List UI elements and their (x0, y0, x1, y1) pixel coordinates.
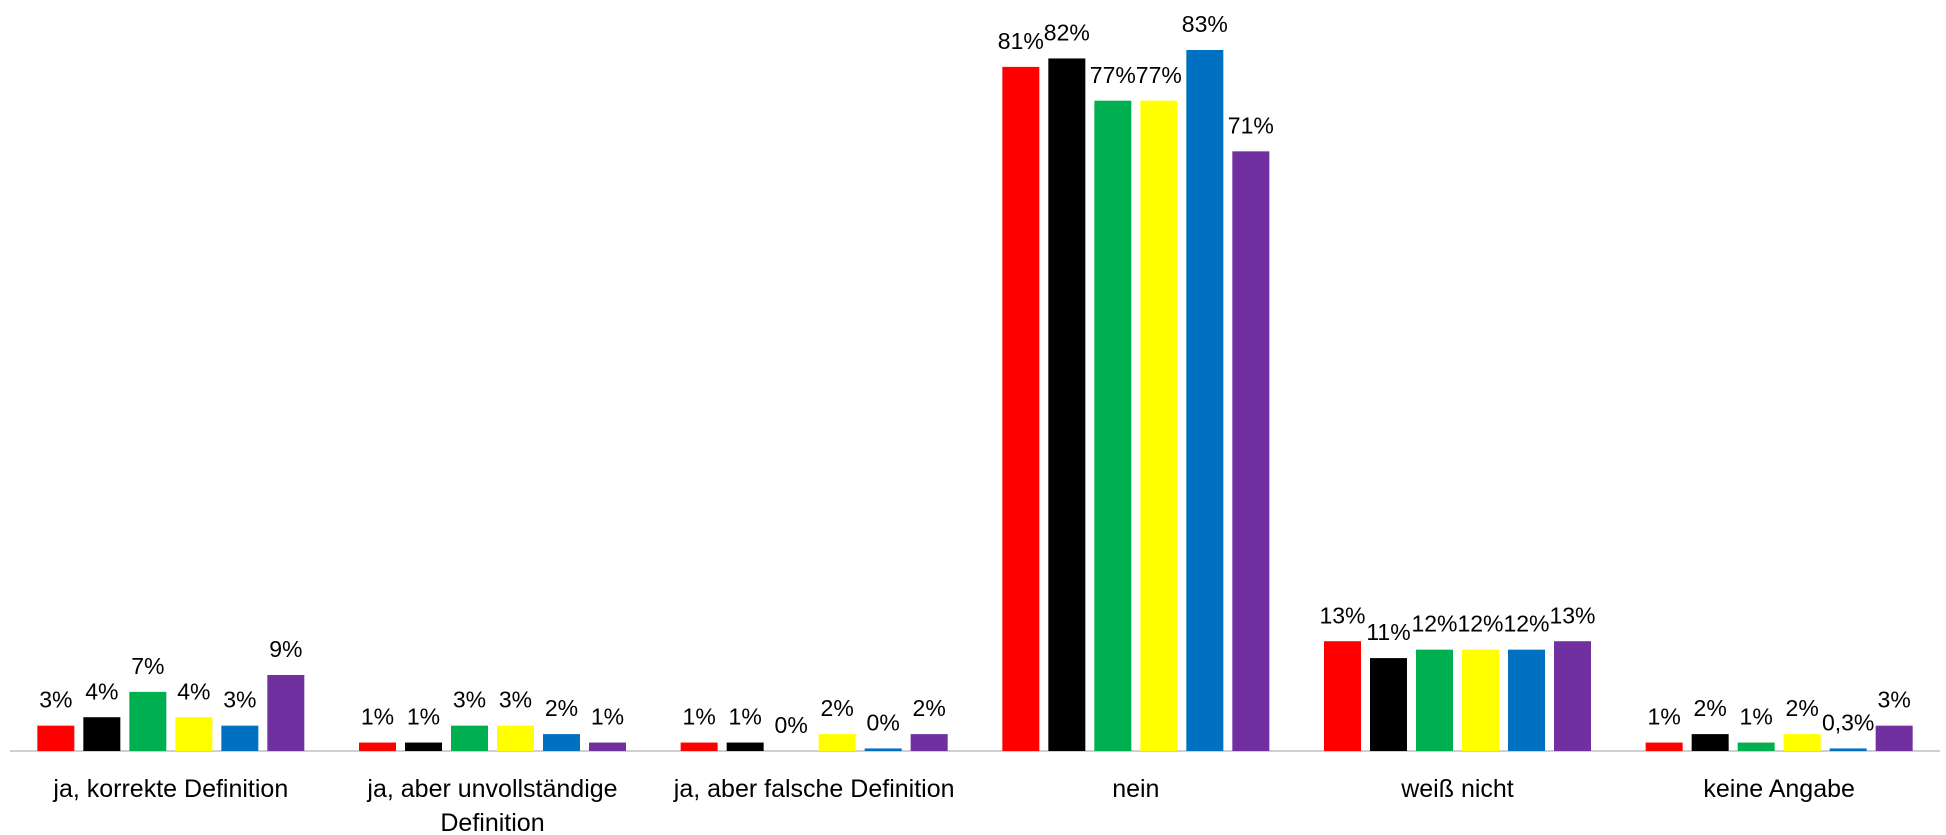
bar (175, 717, 213, 751)
value-label: 77% (1136, 62, 1182, 88)
bar (451, 725, 488, 751)
value-label: 13% (1549, 602, 1595, 628)
bar (589, 742, 626, 751)
value-label: 1% (1648, 704, 1681, 730)
value-label: 1% (361, 704, 394, 730)
bar (1186, 50, 1224, 751)
x-tick-label: ja, korrekte Definition (53, 775, 289, 803)
value-label: 2% (821, 695, 854, 721)
value-label: 1% (407, 704, 440, 730)
value-label: 2% (1786, 695, 1819, 721)
bar (1370, 658, 1407, 751)
value-label: 1% (1740, 704, 1773, 730)
bar (1645, 742, 1683, 751)
bar (1002, 66, 1040, 752)
bar (1508, 649, 1545, 751)
bar (726, 742, 764, 751)
bar (818, 734, 856, 751)
x-tick-label: nein (1112, 775, 1160, 803)
value-label: 1% (591, 704, 624, 730)
x-tick-label: weiß nicht (1401, 775, 1514, 803)
value-label: 0% (867, 710, 900, 736)
bar (1691, 734, 1729, 751)
bar (1829, 748, 1867, 751)
value-label: 13% (1319, 602, 1365, 628)
value-label: 9% (269, 636, 302, 662)
value-label: 83% (1182, 11, 1228, 37)
bar (543, 734, 580, 751)
value-label: 82% (1044, 20, 1090, 46)
value-label: 77% (1090, 62, 1136, 88)
bar (1232, 151, 1270, 752)
bar (1094, 100, 1132, 752)
bar (1875, 725, 1913, 751)
bar (37, 725, 75, 751)
value-label: 4% (177, 678, 210, 704)
bar (1416, 649, 1453, 751)
bar (1737, 742, 1775, 751)
x-tick-label: keine Angabe (1703, 775, 1855, 803)
value-label: 3% (39, 687, 72, 713)
bar (221, 725, 259, 751)
value-label: 11% (1366, 619, 1410, 645)
bar (864, 748, 902, 751)
bar (910, 734, 948, 751)
bar (1324, 641, 1361, 751)
bar (497, 725, 534, 751)
value-label: 3% (1878, 687, 1911, 713)
value-label: 0% (775, 712, 808, 738)
value-label: 3% (499, 687, 532, 713)
x-tick-label: ja, aber unvollständige Definition (367, 775, 618, 835)
value-label: 12% (1411, 611, 1457, 637)
bar (1554, 641, 1591, 751)
value-label: 7% (131, 653, 164, 679)
value-label: 3% (453, 687, 486, 713)
value-label: 2% (545, 695, 578, 721)
bar (267, 674, 305, 751)
value-label: 1% (729, 704, 762, 730)
x-tick-label: ja, aber falsche Definition (673, 775, 955, 803)
value-label: 4% (85, 678, 118, 704)
bar (129, 691, 167, 751)
value-label: 12% (1503, 611, 1549, 637)
bar (83, 717, 121, 751)
bar (405, 742, 442, 751)
value-label: 0,3% (1822, 710, 1874, 736)
value-label: 81% (998, 28, 1044, 54)
value-label: 12% (1457, 611, 1503, 637)
value-label: 1% (683, 704, 716, 730)
bar (1783, 734, 1821, 751)
bar (1048, 58, 1086, 751)
value-label: 3% (223, 687, 256, 713)
bar (1140, 100, 1178, 752)
bar (680, 742, 718, 751)
value-label: 2% (1694, 695, 1727, 721)
bar (1462, 649, 1499, 751)
bar (359, 742, 396, 751)
value-label: 2% (913, 695, 946, 721)
value-label: 71% (1228, 112, 1274, 138)
